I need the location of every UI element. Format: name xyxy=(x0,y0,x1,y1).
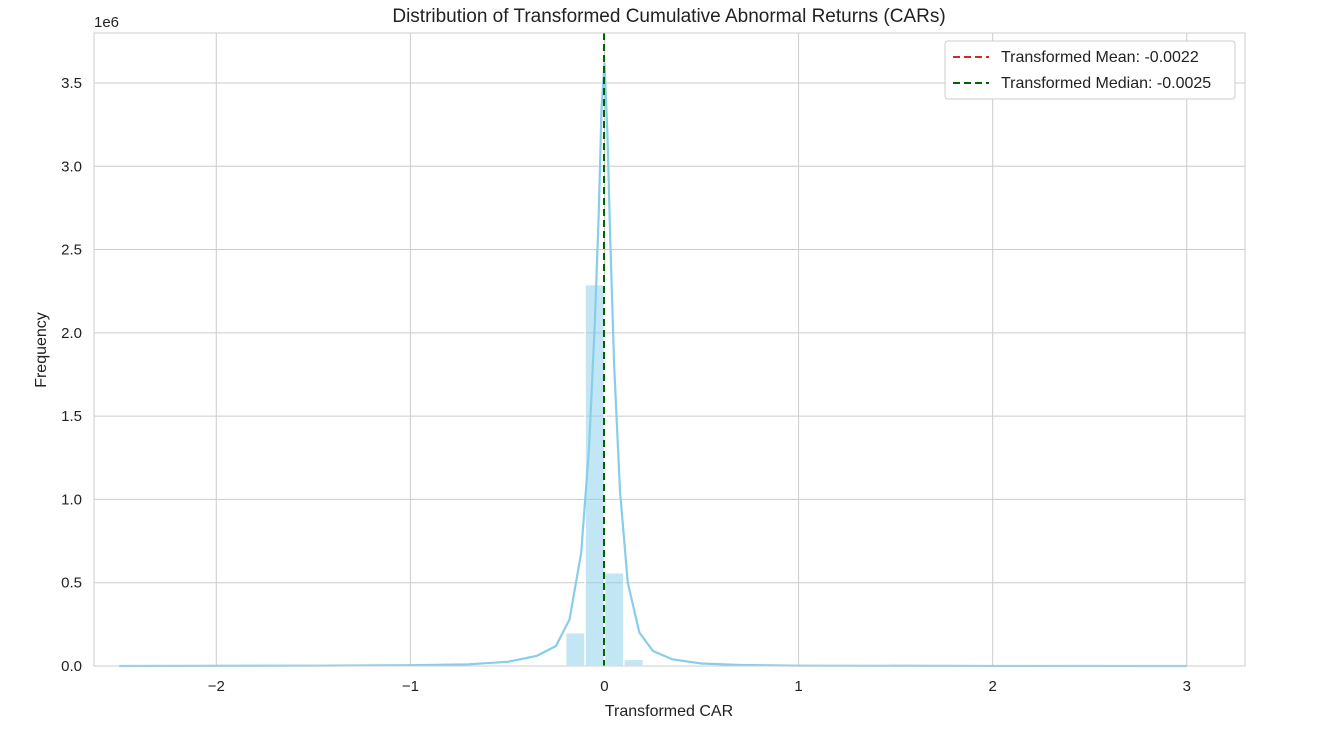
y-tick-label: 2.0 xyxy=(61,325,82,342)
y-axis-label: Frequency xyxy=(33,312,50,388)
y-axis-ticks: 0.0 0.5 1.0 1.5 2.0 2.5 3.0 3.5 xyxy=(61,75,82,675)
y-tick-label: 2.5 xyxy=(61,242,82,259)
y-tick-label: 0.5 xyxy=(61,575,82,592)
legend: Transformed Mean: -0.0022 Transformed Me… xyxy=(944,40,1236,100)
legend-mean-label: Transformed Mean: -0.0022 xyxy=(1001,49,1199,66)
x-tick-label: −2 xyxy=(208,678,225,695)
x-tick-label: −1 xyxy=(402,678,419,695)
histogram-bar xyxy=(564,631,586,667)
legend-median-label: Transformed Median: -0.0025 xyxy=(1001,75,1211,92)
x-tick-label: 2 xyxy=(989,678,997,695)
y-tick-label: 3.5 xyxy=(61,75,82,92)
plot-area xyxy=(94,33,1245,666)
y-offset-label: 1e6 xyxy=(94,14,119,31)
y-tick-label: 0.0 xyxy=(61,658,82,675)
chart-title: Distribution of Transformed Cumulative A… xyxy=(392,6,945,27)
x-axis-label: Transformed CAR xyxy=(605,703,733,720)
x-tick-label: 3 xyxy=(1183,678,1191,695)
histogram-bar xyxy=(603,571,625,667)
x-axis-ticks: −2 −1 0 1 2 3 xyxy=(208,678,1191,695)
y-tick-label: 3.0 xyxy=(61,158,82,175)
x-tick-label: 0 xyxy=(600,678,608,695)
legend-box xyxy=(944,40,1236,100)
y-tick-label: 1.0 xyxy=(61,491,82,508)
kde-curve xyxy=(119,62,1187,668)
histogram-bar xyxy=(623,658,645,667)
x-tick-label: 1 xyxy=(794,678,802,695)
y-tick-label: 1.5 xyxy=(61,408,82,425)
plot-frame xyxy=(93,32,1246,667)
